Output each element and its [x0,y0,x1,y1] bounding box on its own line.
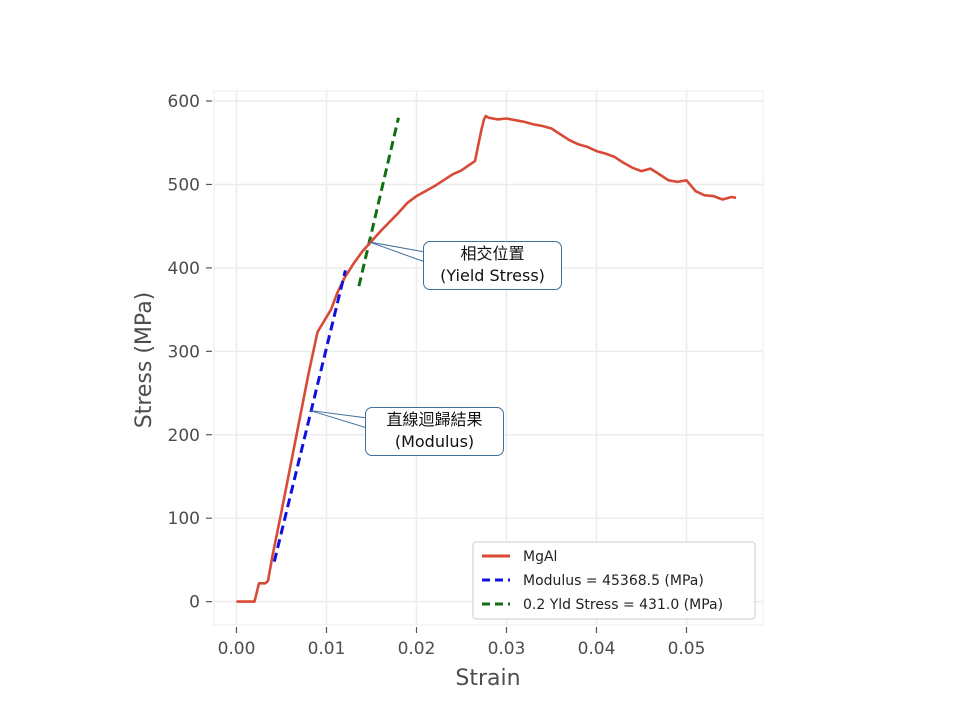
x-tick-label: 0.00 [218,639,256,659]
callout-pointers [310,241,426,429]
plot-area [213,90,764,626]
series-line-2 [357,117,400,287]
modulus-callout-pointer [310,410,368,429]
yield-callout-line1: 相交位置 [460,244,525,263]
y-tick-label: 600 [168,92,200,112]
modulus-callout-line1: 直線迴歸結果 [386,410,483,429]
yield-callout-line2: (Yield Stress) [440,266,545,285]
legend: MgAl Modulus = 45368.5 (MPa) 0.2 Yld Str… [472,541,756,620]
legend-label-modulus: Modulus = 45368.5 (MPa) [523,573,704,589]
series-line-0 [236,114,737,603]
y-tick-label: 400 [168,259,200,279]
y-tick-label: 300 [168,342,200,362]
modulus-callout-line2: (Modulus) [394,432,475,451]
series-line-1 [272,270,347,562]
x-axis: 0.00 0.01 0.02 0.03 0.04 0.05 [218,627,706,659]
x-tick-label: 0.02 [398,639,436,659]
legend-frame [472,541,756,620]
x-tick-label: 0.04 [578,639,616,659]
legend-label-mgal: MgAl [523,549,557,565]
x-tick-label: 0.03 [488,639,526,659]
y-axis: 0 100 200 300 400 500 600 [168,92,212,613]
x-axis-title: Strain [455,666,520,691]
x-tick-label: 0.01 [308,639,346,659]
y-axis-title: Stress (MPa) [132,292,157,429]
y-tick-label: 0 [189,593,200,613]
y-tick-label: 100 [168,509,200,529]
series-layer [236,114,737,603]
legend-label-yield: 0.2 Yld Stress = 431.0 (MPa) [523,597,723,613]
x-tick-label: 0.05 [668,639,706,659]
yield-stress-callout: 相交位置 (Yield Stress) [423,241,562,290]
modulus-callout: 直線迴歸結果 (Modulus) [365,407,504,456]
y-tick-label: 500 [168,175,200,195]
y-tick-label: 200 [168,426,200,446]
